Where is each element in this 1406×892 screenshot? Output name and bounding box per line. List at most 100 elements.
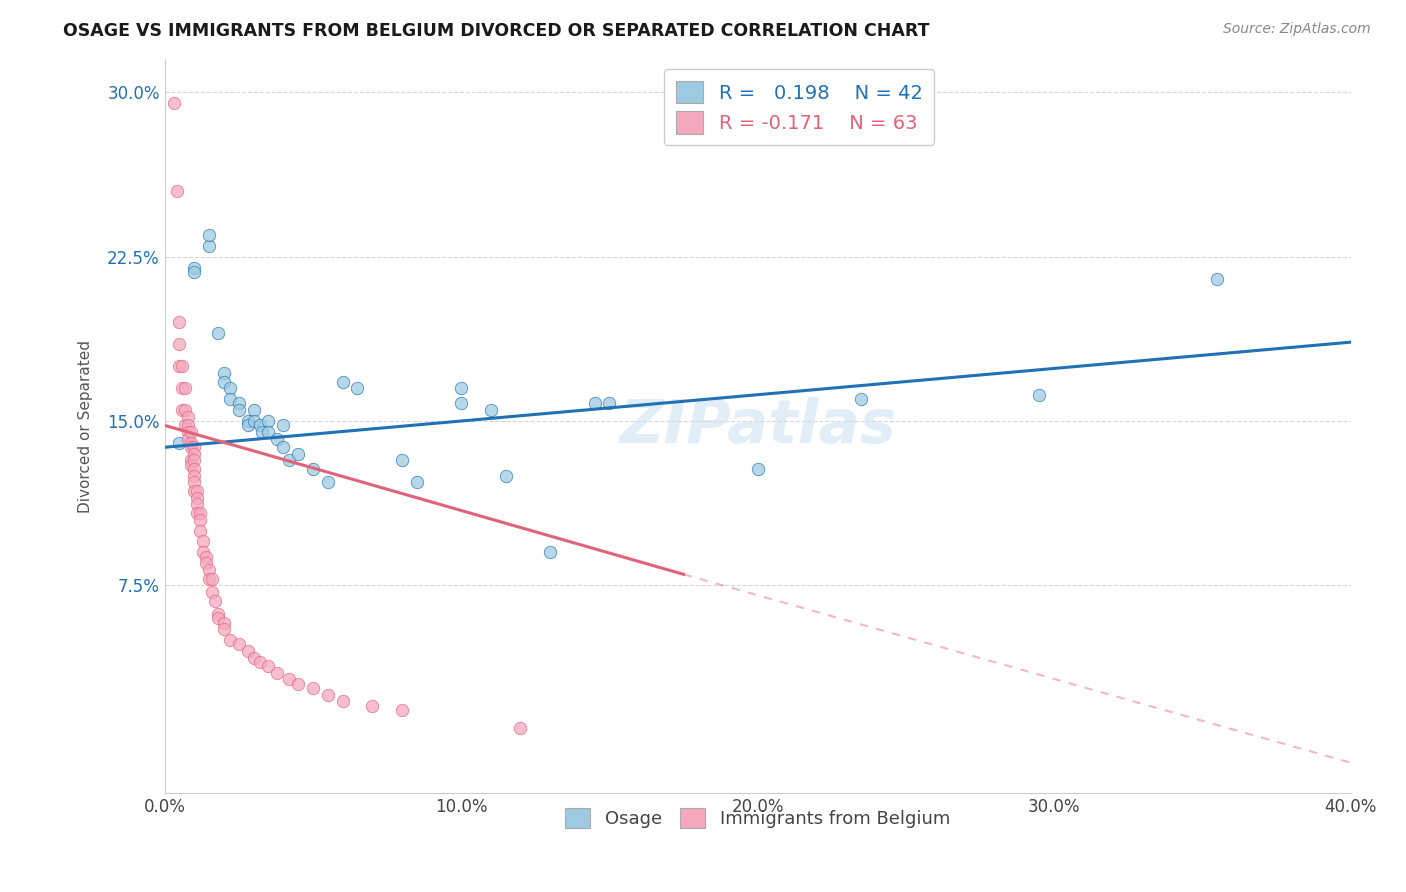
Text: Source: ZipAtlas.com: Source: ZipAtlas.com xyxy=(1223,22,1371,37)
Text: OSAGE VS IMMIGRANTS FROM BELGIUM DIVORCED OR SEPARATED CORRELATION CHART: OSAGE VS IMMIGRANTS FROM BELGIUM DIVORCE… xyxy=(63,22,929,40)
Point xyxy=(236,418,259,433)
Point xyxy=(177,418,200,433)
Point xyxy=(183,468,205,483)
Point xyxy=(172,381,194,395)
Point xyxy=(183,475,205,490)
Point xyxy=(278,453,301,467)
Point xyxy=(316,475,339,490)
Point xyxy=(212,375,235,389)
Point xyxy=(183,260,205,275)
Point xyxy=(186,491,208,505)
Point xyxy=(242,650,264,665)
Point xyxy=(188,506,211,520)
Point xyxy=(193,545,215,559)
Point xyxy=(186,506,208,520)
Point xyxy=(218,392,240,406)
Point xyxy=(302,462,325,476)
Point xyxy=(183,265,205,279)
Point xyxy=(598,396,620,410)
Point xyxy=(271,418,294,433)
Point xyxy=(186,497,208,511)
Point xyxy=(162,96,184,111)
Point xyxy=(332,694,354,708)
Point xyxy=(257,425,280,439)
Point xyxy=(332,375,354,389)
Point xyxy=(180,436,202,450)
Point xyxy=(180,425,202,439)
Legend: Osage, Immigrants from Belgium: Osage, Immigrants from Belgium xyxy=(558,800,957,836)
Point xyxy=(169,315,191,329)
Point xyxy=(391,453,413,467)
Point xyxy=(242,403,264,417)
Point xyxy=(195,557,218,571)
Point xyxy=(218,381,240,395)
Point xyxy=(198,563,221,577)
Point xyxy=(302,681,325,696)
Point xyxy=(346,381,368,395)
Point xyxy=(236,644,259,658)
Point xyxy=(236,414,259,428)
Point xyxy=(188,512,211,526)
Point xyxy=(391,703,413,717)
Point xyxy=(271,440,294,454)
Point xyxy=(183,462,205,476)
Point xyxy=(172,359,194,374)
Point xyxy=(207,611,229,625)
Point xyxy=(249,418,271,433)
Point xyxy=(212,615,235,630)
Point xyxy=(287,447,309,461)
Point xyxy=(204,593,226,607)
Point xyxy=(287,677,309,691)
Point xyxy=(228,403,250,417)
Point xyxy=(207,607,229,621)
Point xyxy=(249,655,271,669)
Point xyxy=(198,572,221,586)
Point xyxy=(252,425,274,439)
Point xyxy=(195,549,218,564)
Point xyxy=(747,462,769,476)
Point xyxy=(278,673,301,687)
Point xyxy=(212,622,235,636)
Point xyxy=(479,403,502,417)
Point xyxy=(172,403,194,417)
Point xyxy=(405,475,427,490)
Point xyxy=(180,458,202,472)
Point xyxy=(169,359,191,374)
Point xyxy=(266,432,288,446)
Point xyxy=(257,414,280,428)
Point xyxy=(166,184,188,198)
Point xyxy=(450,381,472,395)
Point xyxy=(193,534,215,549)
Point xyxy=(509,721,531,735)
Point xyxy=(257,659,280,673)
Point xyxy=(177,409,200,424)
Point xyxy=(198,227,221,242)
Point xyxy=(1028,388,1050,402)
Point xyxy=(169,436,191,450)
Point xyxy=(188,524,211,538)
Point xyxy=(174,418,197,433)
Point xyxy=(851,392,873,406)
Point xyxy=(212,366,235,380)
Point xyxy=(169,337,191,351)
Point xyxy=(186,484,208,499)
Point xyxy=(218,633,240,648)
Point xyxy=(174,403,197,417)
Point xyxy=(228,637,250,651)
Point xyxy=(228,396,250,410)
Point xyxy=(266,665,288,680)
Point xyxy=(207,326,229,341)
Point xyxy=(198,239,221,253)
Point xyxy=(583,396,606,410)
Point xyxy=(1206,271,1229,285)
Point xyxy=(201,584,224,599)
Point xyxy=(183,453,205,467)
Point xyxy=(495,468,517,483)
Point xyxy=(242,414,264,428)
Point xyxy=(174,381,197,395)
Point xyxy=(316,688,339,702)
Point xyxy=(538,545,561,559)
Point xyxy=(361,698,384,713)
Point xyxy=(180,453,202,467)
Point xyxy=(180,440,202,454)
